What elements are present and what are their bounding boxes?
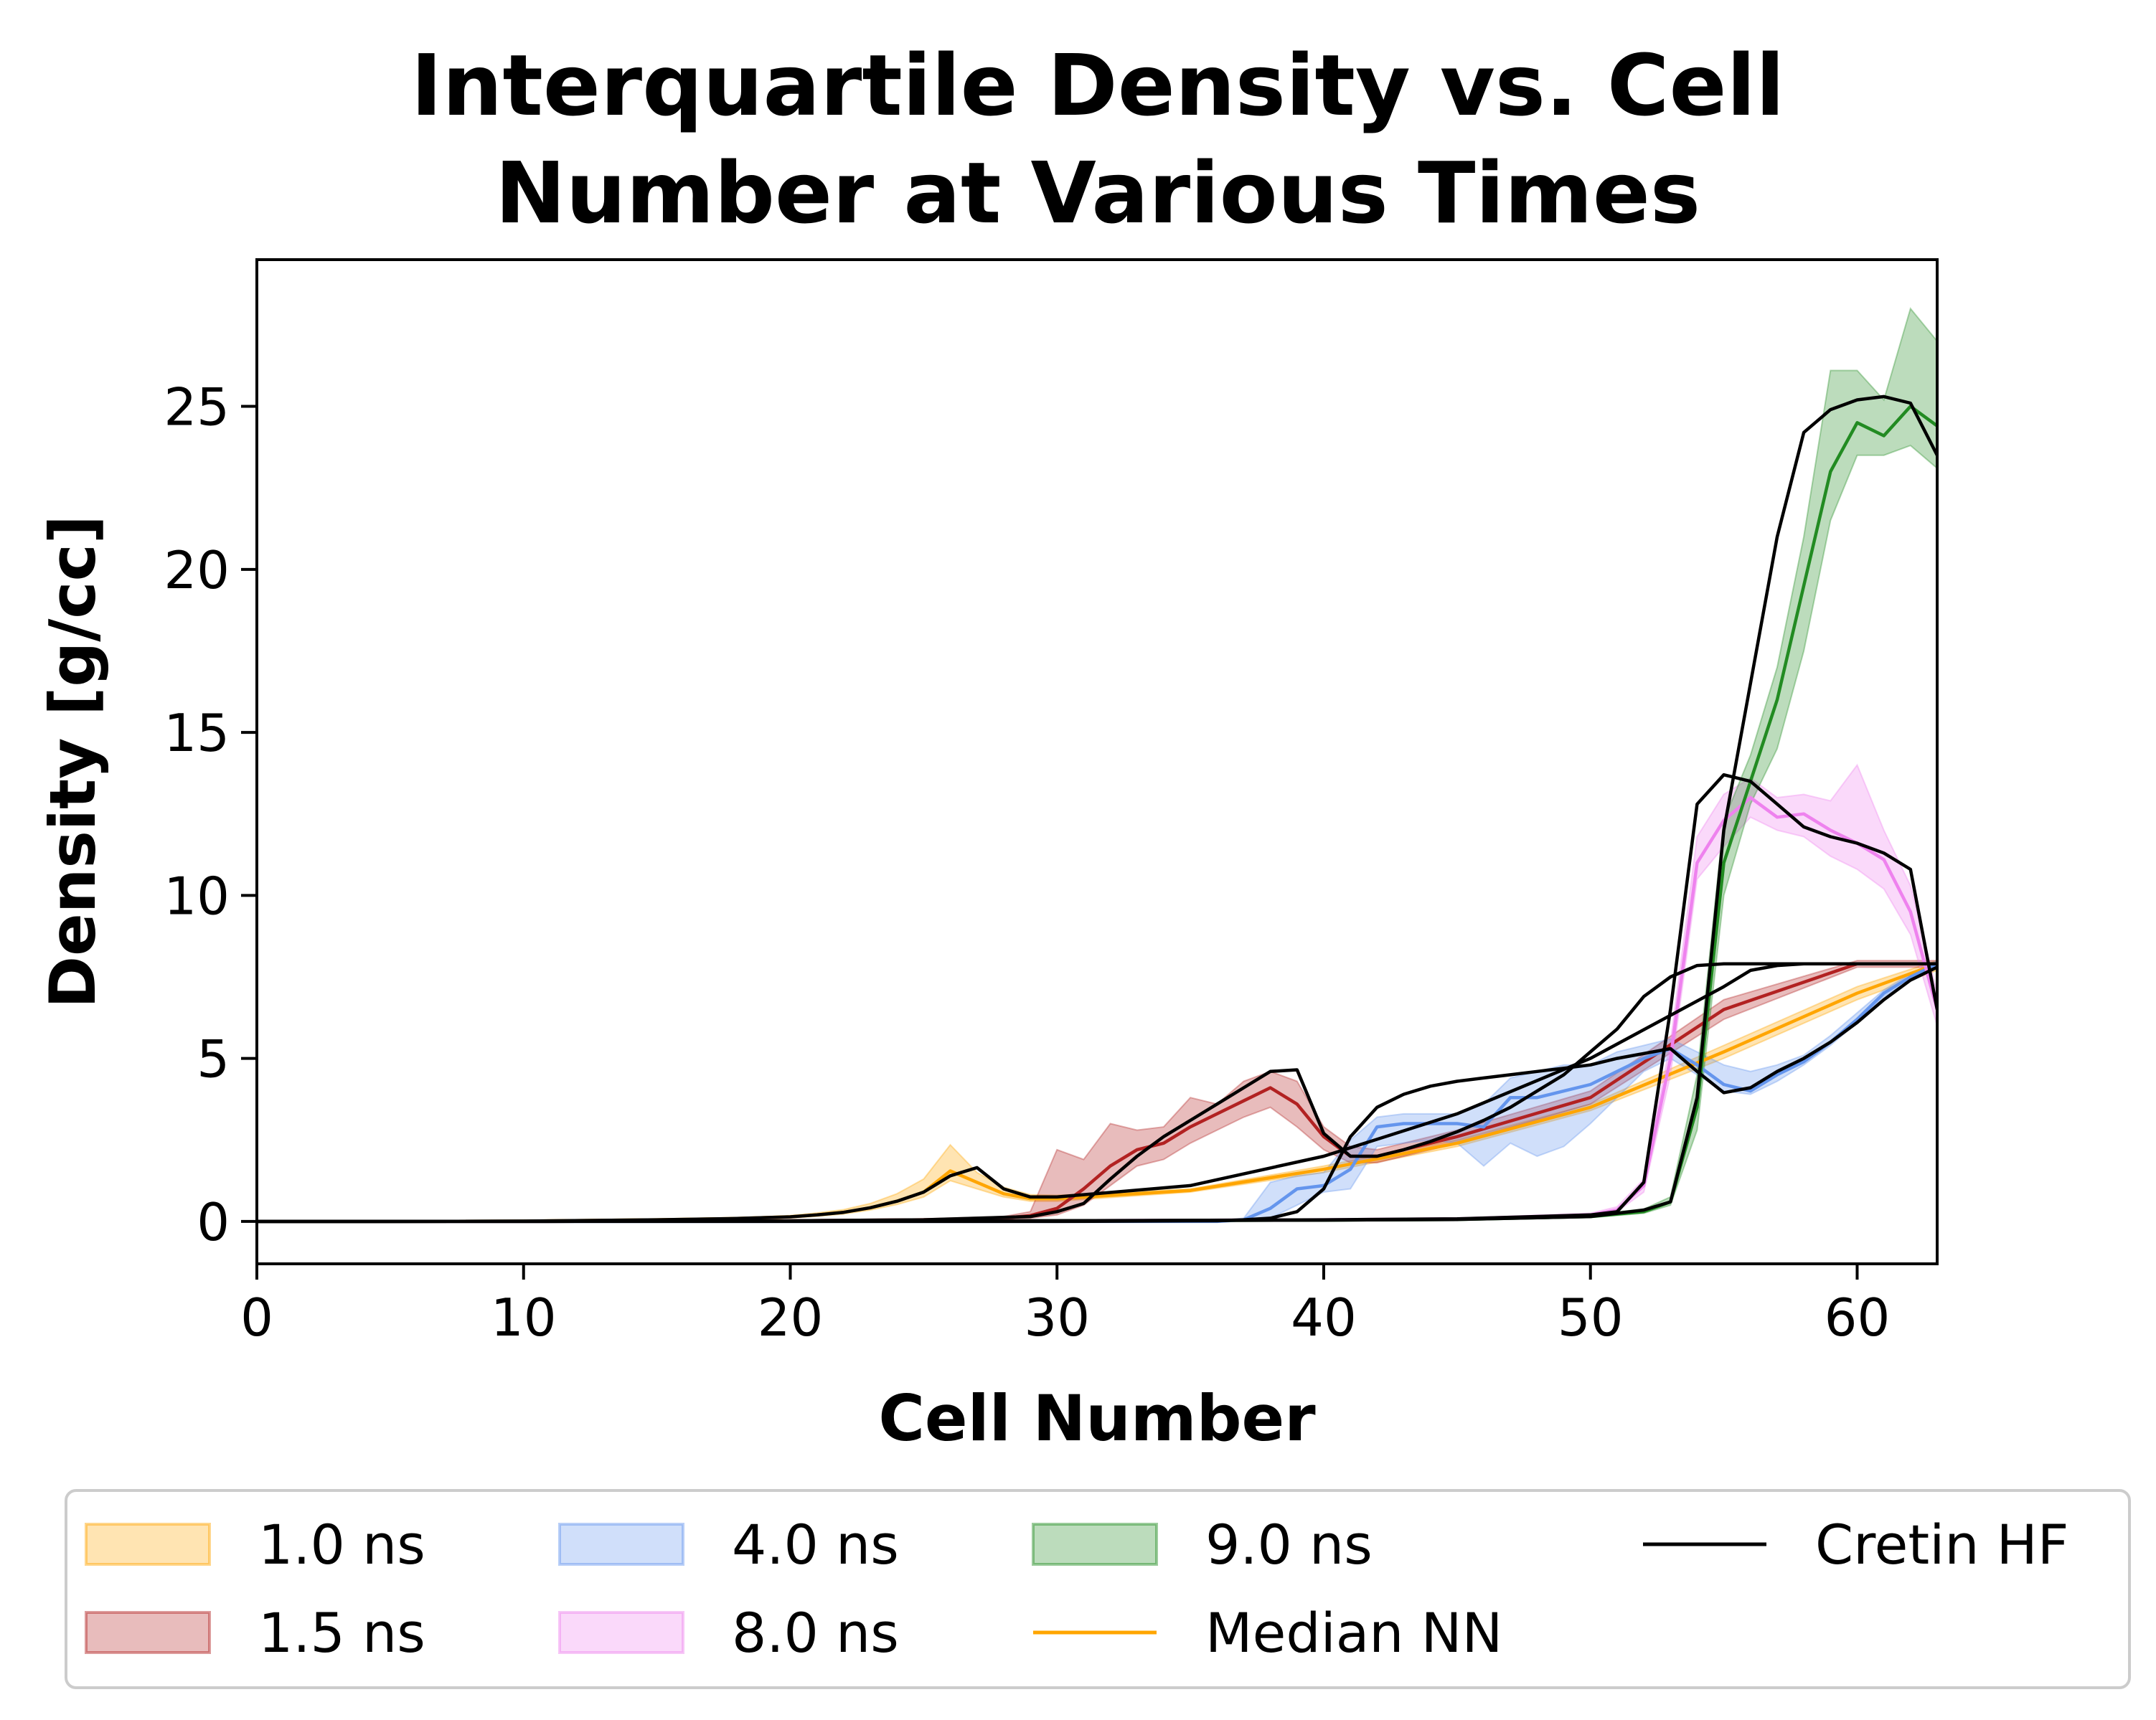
x-axis-label: Cell Number bbox=[878, 1381, 1316, 1455]
x-axis-ticks: 0 10 20 30 40 50 60 bbox=[240, 1264, 1890, 1348]
legend-swatch-8-0-ns bbox=[558, 1611, 684, 1654]
cretin-hf-lines bbox=[257, 394, 1937, 1224]
x-tick-label: 20 bbox=[758, 1287, 824, 1348]
legend-label-4-0-ns: 4.0 ns bbox=[732, 1513, 899, 1577]
cretin-hf-9-0-ns-line bbox=[257, 394, 1937, 1224]
x-tick-label: 10 bbox=[491, 1287, 557, 1348]
band-1-5-ns bbox=[257, 960, 1937, 1222]
x-tick-label: 60 bbox=[1825, 1287, 1891, 1348]
x-tick-label: 50 bbox=[1558, 1287, 1624, 1348]
legend-swatch-1-0-ns bbox=[85, 1523, 211, 1566]
chart-title-line-2: Number at Various Times bbox=[495, 143, 1700, 242]
legend-label-8-0-ns: 8.0 ns bbox=[732, 1601, 899, 1665]
legend-label-cretin-hf: Cretin HF bbox=[1815, 1513, 2069, 1577]
legend-swatch-1-5-ns bbox=[85, 1611, 211, 1654]
legend-swatch-4-0-ns bbox=[558, 1523, 684, 1566]
legend: 1.0 ns 1.5 ns 4.0 ns 8.0 ns 9.0 ns Median NN C… bbox=[65, 1489, 2131, 1689]
band-1-0-ns bbox=[257, 960, 1937, 1222]
y-tick-label: 15 bbox=[164, 703, 230, 763]
band-9-0-ns bbox=[257, 307, 1937, 1222]
legend-label-9-0-ns: 9.0 ns bbox=[1205, 1513, 1373, 1577]
legend-label-median-nn: Median NN bbox=[1205, 1601, 1502, 1665]
y-tick-label: 5 bbox=[197, 1029, 230, 1090]
chart-title-line-1: Interquartile Density vs. Cell bbox=[411, 36, 1785, 135]
legend-swatch-9-0-ns bbox=[1032, 1523, 1158, 1566]
x-tick-label: 40 bbox=[1291, 1287, 1357, 1348]
y-tick-label: 20 bbox=[164, 540, 230, 600]
legend-label-1-0-ns: 1.0 ns bbox=[258, 1513, 425, 1577]
y-tick-label: 0 bbox=[197, 1192, 230, 1252]
median-line-9-0-ns bbox=[257, 405, 1937, 1224]
median-line-4-0-ns bbox=[257, 962, 1937, 1224]
y-axis-ticks: 0 5 10 15 20 25 bbox=[164, 377, 257, 1252]
plot-frame bbox=[255, 258, 1939, 1265]
y-axis-label: Density [g/cc] bbox=[36, 515, 110, 1008]
interquartile-bands bbox=[257, 307, 1937, 1222]
x-tick-label: 30 bbox=[1024, 1287, 1090, 1348]
legend-frame bbox=[65, 1489, 2131, 1689]
median-lines bbox=[257, 405, 1937, 1224]
y-tick-label: 25 bbox=[164, 377, 230, 438]
legend-label-1-5-ns: 1.5 ns bbox=[258, 1601, 425, 1665]
x-tick-label: 0 bbox=[240, 1287, 273, 1348]
cretin-hf-1-5-ns-line bbox=[257, 962, 1937, 1224]
cretin-hf-4-0-ns-line bbox=[257, 965, 1937, 1224]
y-tick-label: 10 bbox=[164, 866, 230, 926]
